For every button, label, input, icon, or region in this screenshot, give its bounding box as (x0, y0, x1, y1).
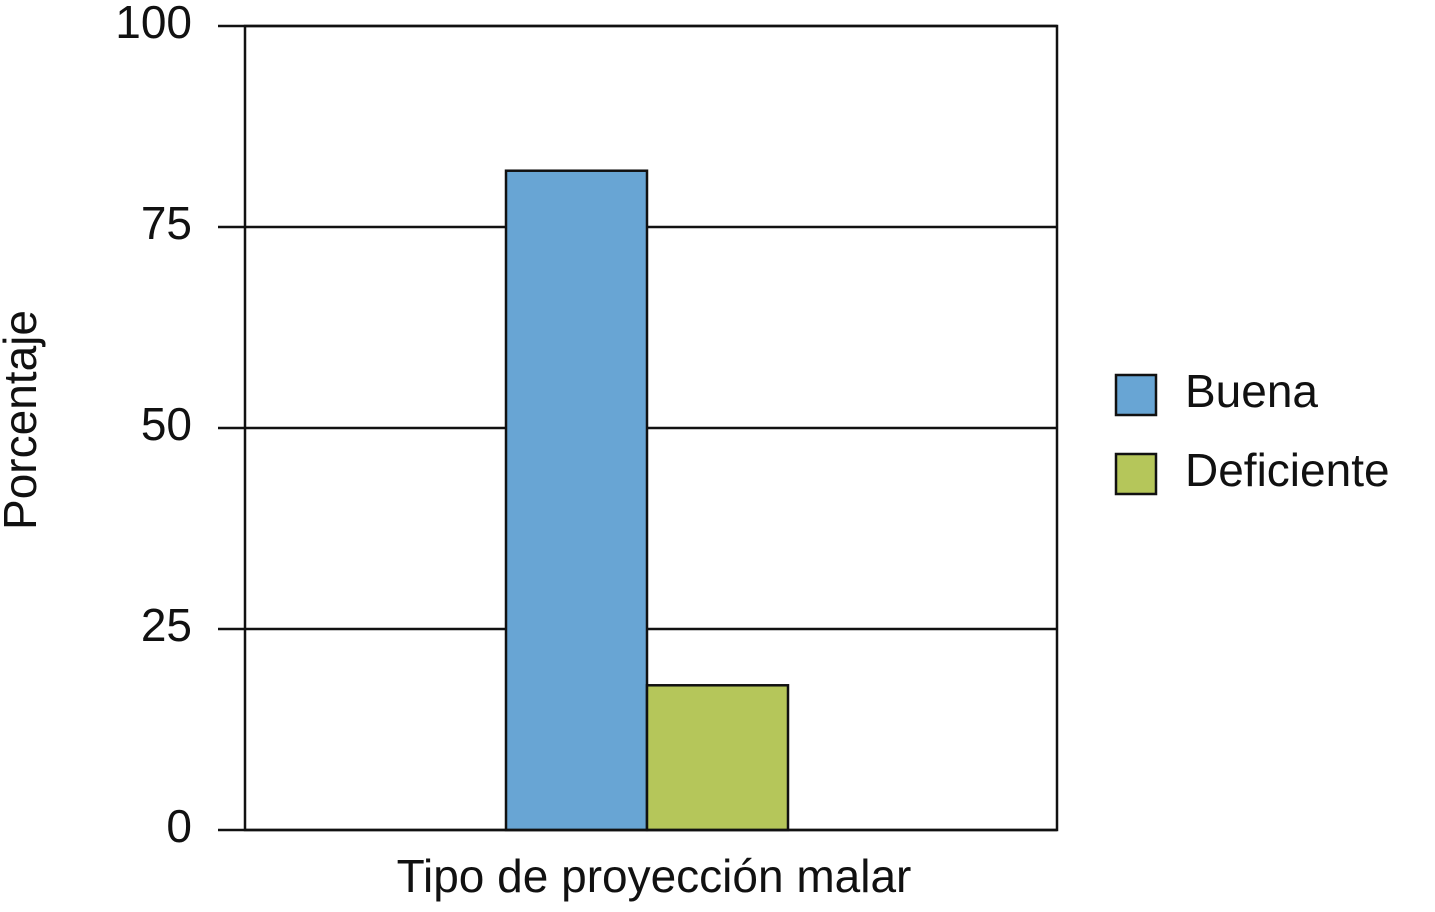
y-axis-label: Porcentaje (0, 310, 46, 530)
plot-frame (243, 24, 1059, 832)
bar (504, 169, 649, 832)
y-tick-label: 0 (166, 800, 192, 852)
y-tick-label: 100 (115, 0, 192, 48)
legend-label: Buena (1185, 365, 1318, 417)
bar (645, 684, 790, 832)
legend-swatch (1114, 452, 1158, 496)
y-tick-label: 25 (141, 599, 192, 651)
legend-label: Deficiente (1185, 444, 1390, 496)
x-axis-label: Tipo de proyección malar (397, 850, 912, 902)
legend-swatch (1114, 373, 1158, 417)
y-tick-label: 75 (141, 197, 192, 249)
y-tick-label: 50 (141, 398, 192, 450)
